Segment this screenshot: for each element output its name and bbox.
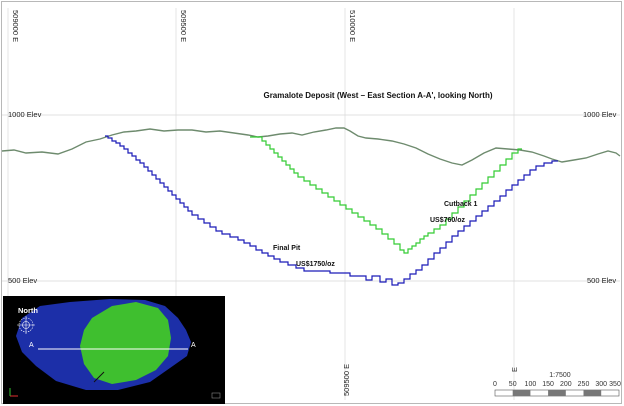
inset-section-label-right: A xyxy=(191,342,196,349)
scale-tick-label: 50 xyxy=(509,381,517,388)
scale-tick-label: 100 xyxy=(525,381,537,388)
inset-corner-marker xyxy=(211,392,221,399)
coord-label-bottom-1: 509500 E xyxy=(342,364,351,396)
inset-axis-icon xyxy=(9,388,18,397)
north-arrow-icon xyxy=(17,316,35,334)
scale-tick-label: 200 xyxy=(560,381,572,388)
scale-tick-label: 250 xyxy=(578,381,590,388)
inset-north-label: North xyxy=(18,306,38,315)
cutback-price-label: US$760/oz xyxy=(430,217,466,224)
inset-ramp xyxy=(93,371,105,383)
scale-tick-label: 150 xyxy=(542,381,554,388)
scale-segment xyxy=(548,390,566,396)
coord-label-top-3: 510000 E xyxy=(348,10,357,42)
elevation-label-right-500: 500 Elev xyxy=(587,276,616,285)
scale-segment xyxy=(512,390,531,396)
coord-label-top-2: 509500 E xyxy=(179,10,188,42)
scale-tick-label: 350 xyxy=(609,381,621,388)
inset-section-label-left: A xyxy=(29,342,34,349)
cutback-label: Cutback 1 xyxy=(444,201,478,208)
inset-map: A A North xyxy=(3,296,225,404)
elevation-label-left-1000: 1000 Elev xyxy=(8,110,42,119)
coord-label-bottom-2: E xyxy=(510,367,519,372)
elevation-label-left-500: 500 Elev xyxy=(8,276,37,285)
scale-ratio: 1:7500 xyxy=(549,372,571,379)
scale-tick-label: 300 xyxy=(595,381,607,388)
cutback-outline xyxy=(250,136,522,254)
scale-bar: 1:7500 0 50 100 150 200 250 300 350 xyxy=(493,372,621,397)
final-pit-label: Final Pit xyxy=(273,245,301,252)
scale-segment xyxy=(583,390,602,396)
topography-line xyxy=(1,127,621,166)
section-title: Gramalote Deposit (West – East Section A… xyxy=(263,91,492,100)
inset-inner-pit xyxy=(80,302,171,384)
final-pit-outline xyxy=(105,135,558,286)
final-pit-price-label: US$1750/oz xyxy=(296,261,335,268)
elevation-label-right-1000: 1000 Elev xyxy=(583,110,617,119)
scale-tick-label: 0 xyxy=(493,381,497,388)
coord-label-top-1: 509000 E xyxy=(11,10,20,42)
